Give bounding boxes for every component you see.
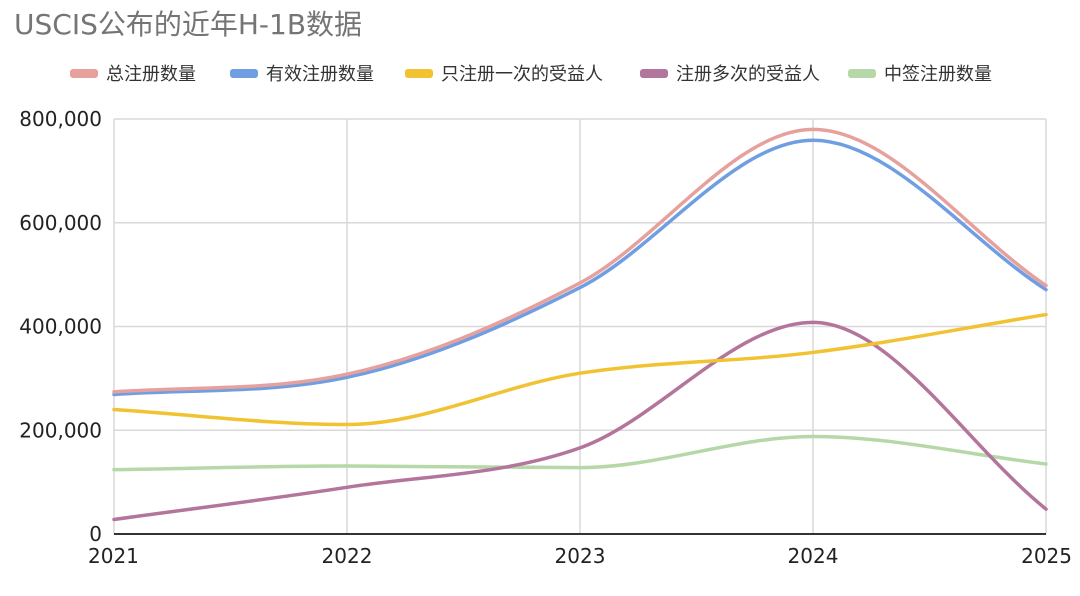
chart-tick-labels: 0 200,000 400,000 600,000 800,000 2021 2022 202…: [19, 107, 1072, 568]
legend-label: 有效注册数量: [266, 64, 374, 85]
chart-legend: 总注册数量 有效注册数量 只注册一次的受益人 注册多次的受益人 中签注册数量: [70, 64, 992, 85]
y-tick-label: 0: [89, 522, 102, 546]
x-tick-label: 2021: [88, 544, 139, 568]
legend-swatch: [70, 69, 98, 78]
legend-swatch: [230, 69, 258, 78]
legend-label: 注册多次的受益人: [676, 64, 820, 85]
legend-swatch: [405, 69, 433, 78]
series-line[interactable]: [112, 434, 1048, 472]
legend-label: 总注册数量: [106, 64, 196, 85]
series-line[interactable]: [112, 320, 1048, 522]
legend-label: 中签注册数量: [884, 64, 992, 85]
y-tick-label: 200,000: [19, 418, 102, 442]
y-tick-label: 400,000: [19, 315, 102, 339]
legend-item[interactable]: 总注册数量: [70, 64, 196, 85]
legend-item[interactable]: 注册多次的受益人: [640, 64, 820, 85]
x-tick-label: 2022: [322, 544, 373, 568]
legend-swatch: [848, 69, 876, 78]
legend-item[interactable]: 有效注册数量: [230, 64, 374, 85]
x-tick-label: 2023: [555, 544, 606, 568]
chart-series: [112, 127, 1048, 522]
legend-item[interactable]: 中签注册数量: [848, 64, 992, 85]
x-tick-label: 2025: [1021, 544, 1072, 568]
y-tick-label: 800,000: [19, 107, 102, 131]
legend-item[interactable]: 只注册一次的受益人: [405, 64, 603, 85]
x-tick-label: 2024: [788, 544, 839, 568]
chart-title: USCIS公布的近年H-1B数据: [14, 8, 362, 41]
chart-gridlines: [113, 118, 1047, 534]
y-tick-label: 600,000: [19, 211, 102, 235]
series-line[interactable]: [112, 312, 1048, 427]
series-line[interactable]: [112, 127, 1048, 394]
legend-swatch: [640, 69, 668, 78]
series-line[interactable]: [112, 138, 1048, 397]
legend-label: 只注册一次的受益人: [441, 64, 603, 85]
